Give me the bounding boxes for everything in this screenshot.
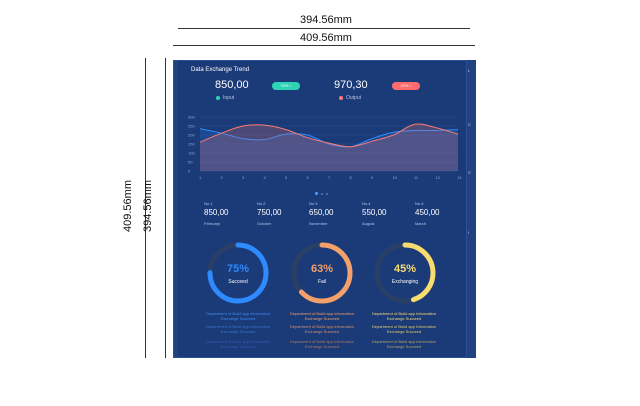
gauge-label: Succeed — [228, 279, 248, 285]
panel-title: Data Exchange Trend — [191, 67, 250, 73]
gauge-label: Exchanging — [392, 279, 418, 285]
pager-dot-active[interactable] — [315, 192, 318, 196]
gauge-desc: Department of Build app information Exch… — [198, 311, 278, 349]
gauge-desc-line: Exchange Succeed — [386, 316, 422, 321]
x-tick-label: 11 — [414, 175, 419, 180]
dim-left-height-outer: 409.56mm — [121, 180, 134, 232]
y-tick-label: 200 — [188, 133, 195, 138]
series-line — [199, 123, 459, 148]
stat-month: November — [309, 221, 328, 226]
gauge-desc-line: Exchange Succeed — [304, 316, 340, 321]
gauge-percent: 63% — [311, 263, 333, 275]
y-tick-label: 50 — [188, 160, 193, 165]
dim-top-width: 394.56mm — [300, 14, 352, 26]
x-tick-label: 1 — [199, 175, 202, 180]
gauge-desc-line: Department of Build app Information Exch… — [289, 339, 355, 349]
y-tick-label: 0 — [188, 169, 191, 174]
dim-left-height-inner: 394.56mm — [141, 180, 154, 232]
x-tick-label: 10 — [393, 175, 398, 180]
input-dot — [216, 95, 220, 100]
stat-value: 550,00 — [362, 208, 387, 217]
gauge-desc-line: Department of Build app Information Exch… — [371, 324, 437, 334]
output-dot — [339, 95, 343, 100]
stat-value: 850,00 — [204, 208, 229, 217]
stat-no: No.1 — [204, 201, 213, 206]
input-badge: 70% ↑ — [272, 82, 300, 90]
stat-no: No.5 — [415, 201, 424, 206]
gauge-label: Fail — [318, 279, 326, 285]
y-tick-label: 250 — [188, 124, 195, 129]
x-tick-label: 2 — [221, 175, 224, 180]
gauge-desc-line: Department of Build app information — [289, 311, 355, 316]
x-tick-label: 8 — [350, 175, 353, 180]
gauge-desc-line: Department of Build app Information Exch… — [371, 339, 437, 349]
gauge-desc-line: Department of Build app Information Exch… — [205, 324, 271, 334]
dim-top-width-outer: 409.56mm — [300, 32, 352, 44]
gauge-desc-line: Department of Build app Information Exch… — [205, 339, 271, 349]
dim-left-line-outer — [145, 58, 146, 358]
dim-left-line-inner — [165, 58, 166, 358]
right-side-strip: L C S I — [466, 60, 476, 358]
input-legend: Input — [216, 95, 234, 101]
gauge-arc — [207, 242, 269, 304]
dim-top-outer-line — [173, 45, 475, 46]
y-tick-label: 150 — [188, 142, 195, 147]
left-strip — [174, 61, 178, 357]
series-area — [200, 123, 458, 171]
x-tick-label: 3 — [242, 175, 245, 180]
stat-value: 750,00 — [257, 208, 282, 217]
x-tick-label: 12 — [436, 175, 441, 180]
y-tick-label: 300 — [188, 115, 195, 120]
y-tick-label: 100 — [188, 151, 195, 156]
stat-value: 450,00 — [415, 208, 440, 217]
output-value: 970,30 — [334, 79, 368, 91]
gauge-desc-line: Exchange Succeed — [220, 316, 256, 321]
right-strip-label: C — [468, 122, 471, 127]
gauge-desc: Department of Build app information Exch… — [364, 311, 444, 349]
stat-month: February — [204, 221, 221, 226]
stat-no: No.3 — [309, 201, 318, 206]
pager-dot[interactable] — [321, 192, 323, 195]
x-tick-label: 9 — [371, 175, 374, 180]
gauges: 75% Succeed 63% Fail 45% Exchanging — [207, 242, 436, 304]
dashboard-panel: Data Exchange Trend 850,00 70% ↑ Input 9… — [173, 60, 473, 358]
stat-month: March — [415, 221, 427, 226]
gauge-percent: 75% — [227, 263, 249, 275]
series-line — [199, 128, 459, 148]
x-tick-label: 7 — [328, 175, 331, 180]
gauge-desc-line: Department of Build app Information Exch… — [289, 324, 355, 334]
stat-no: No.2 — [257, 201, 266, 206]
stat-month: August — [362, 221, 375, 226]
gauge-desc-line: Department of Build app information — [371, 311, 437, 316]
right-strip-label: S — [468, 170, 471, 175]
x-tick-label: 13 — [457, 175, 462, 180]
stat-value: 650,00 — [309, 208, 334, 217]
x-tick-label: 5 — [285, 175, 288, 180]
series-area — [200, 128, 458, 171]
gauge-desc-line: Department of Build app information — [205, 311, 271, 316]
pager-dots[interactable] — [315, 185, 331, 203]
output-badge: 20% ↓ — [392, 82, 420, 90]
right-strip-label: L — [468, 68, 471, 73]
stat-no: No.4 — [362, 201, 371, 206]
right-strip-label: I — [468, 230, 470, 235]
gauge-percent: 45% — [394, 263, 416, 275]
output-legend: Output — [339, 95, 361, 101]
gauge-desc: Department of Build app information Exch… — [282, 311, 362, 349]
gauge-arc — [291, 242, 353, 304]
x-tick-label: 6 — [307, 175, 310, 180]
input-value: 850,00 — [215, 79, 249, 91]
output-label: Output — [346, 95, 362, 101]
pager-dot[interactable] — [326, 192, 328, 195]
x-tick-label: 4 — [264, 175, 267, 180]
stat-month: October — [257, 221, 272, 226]
gauge-arc — [374, 242, 436, 304]
dim-top-line — [178, 28, 470, 29]
input-label: Input — [223, 95, 235, 101]
